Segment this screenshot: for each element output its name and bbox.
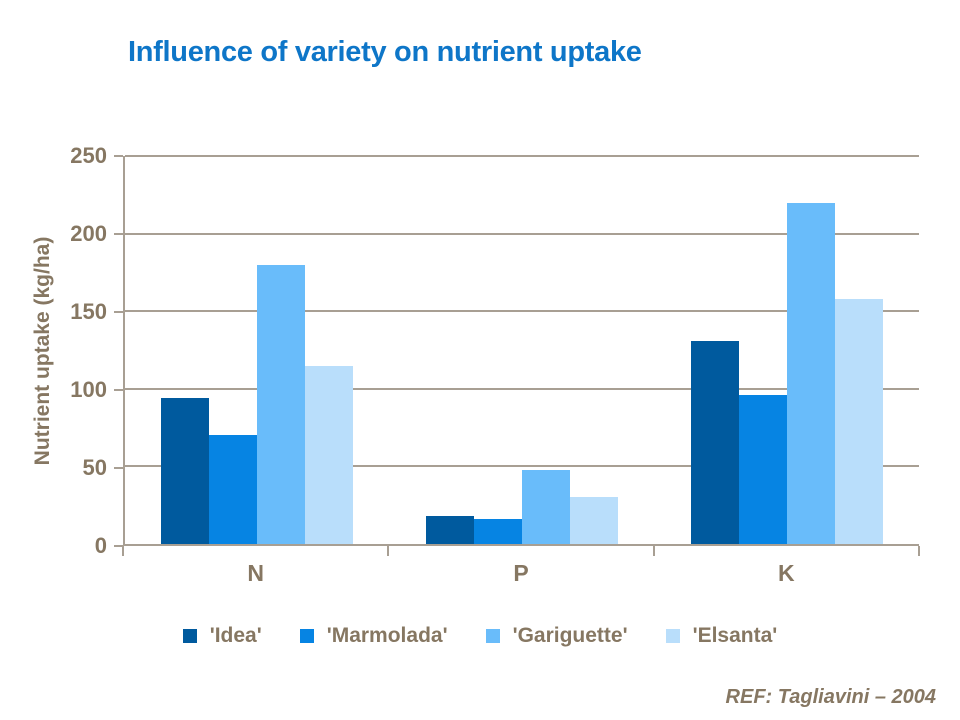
x-tick-mark [652, 546, 655, 556]
y-tick-label: 200 [70, 221, 107, 246]
chart-title: Influence of variety on nutrient uptake [128, 36, 642, 68]
legend-swatch [665, 629, 680, 643]
bar [570, 497, 618, 544]
y-tick: 200 [70, 221, 123, 247]
y-tick-mark [114, 389, 123, 391]
legend-label: 'Elsanta' [692, 624, 778, 647]
legend-item: 'Marmolada' [299, 624, 448, 648]
reference-text: REF: Tagliavini – 2004 [725, 686, 936, 708]
bar [738, 395, 787, 544]
gridline [125, 310, 919, 313]
legend-item: 'Elsanta' [665, 624, 778, 648]
bar [474, 519, 522, 544]
bar [522, 469, 570, 544]
y-tick-mark [114, 233, 123, 235]
bar [305, 365, 354, 544]
bar-groups [125, 156, 919, 544]
bar-group-p [390, 156, 655, 544]
x-category-label: N [247, 560, 264, 586]
y-tick-mark [114, 545, 123, 547]
y-tick-label: 150 [70, 299, 107, 324]
gridline [125, 232, 919, 235]
bar [426, 516, 474, 544]
y-tick-label: 50 [82, 455, 107, 480]
x-tick-mark [918, 546, 920, 556]
legend-label: 'Idea' [209, 624, 262, 647]
y-tick-label: 100 [70, 377, 107, 402]
y-tick-mark [114, 155, 123, 157]
y-tick: 0 [95, 533, 123, 559]
y-axis: 0 50 100 150 200 250 [0, 143, 123, 558]
legend-swatch [485, 629, 500, 643]
y-tick: 150 [70, 299, 123, 325]
y-tick: 100 [70, 377, 123, 403]
y-tick-label: 250 [70, 143, 107, 168]
y-tick-mark [114, 467, 123, 469]
legend: 'Idea' 'Marmolada' 'Gariguette' 'Elsanta' [0, 624, 960, 648]
gridline [125, 155, 919, 157]
bar [834, 298, 883, 544]
x-category-label: K [778, 560, 795, 586]
x-tick-mark [387, 546, 390, 556]
x-tick-mark [122, 546, 124, 556]
y-tick: 250 [70, 143, 123, 169]
y-tick: 50 [83, 455, 123, 481]
legend-item: 'Gariguette' [485, 624, 628, 648]
y-tick-mark [114, 311, 123, 313]
bar-group-k [654, 156, 919, 544]
plot-area [123, 155, 919, 546]
x-category-label: P [513, 560, 529, 586]
y-tick-label: 0 [94, 533, 107, 558]
legend-label: 'Marmolada' [326, 624, 448, 647]
legend-swatch [299, 629, 314, 643]
bar-group-n [125, 156, 390, 544]
legend-swatch [182, 629, 197, 643]
legend-label: 'Gariguette' [512, 624, 628, 647]
bar [161, 398, 210, 544]
bar [786, 202, 835, 544]
bar [209, 435, 258, 544]
gridline [125, 465, 919, 468]
bar [690, 340, 739, 544]
legend-item: 'Idea' [182, 624, 262, 648]
bar [257, 264, 306, 544]
gridline [125, 387, 919, 390]
